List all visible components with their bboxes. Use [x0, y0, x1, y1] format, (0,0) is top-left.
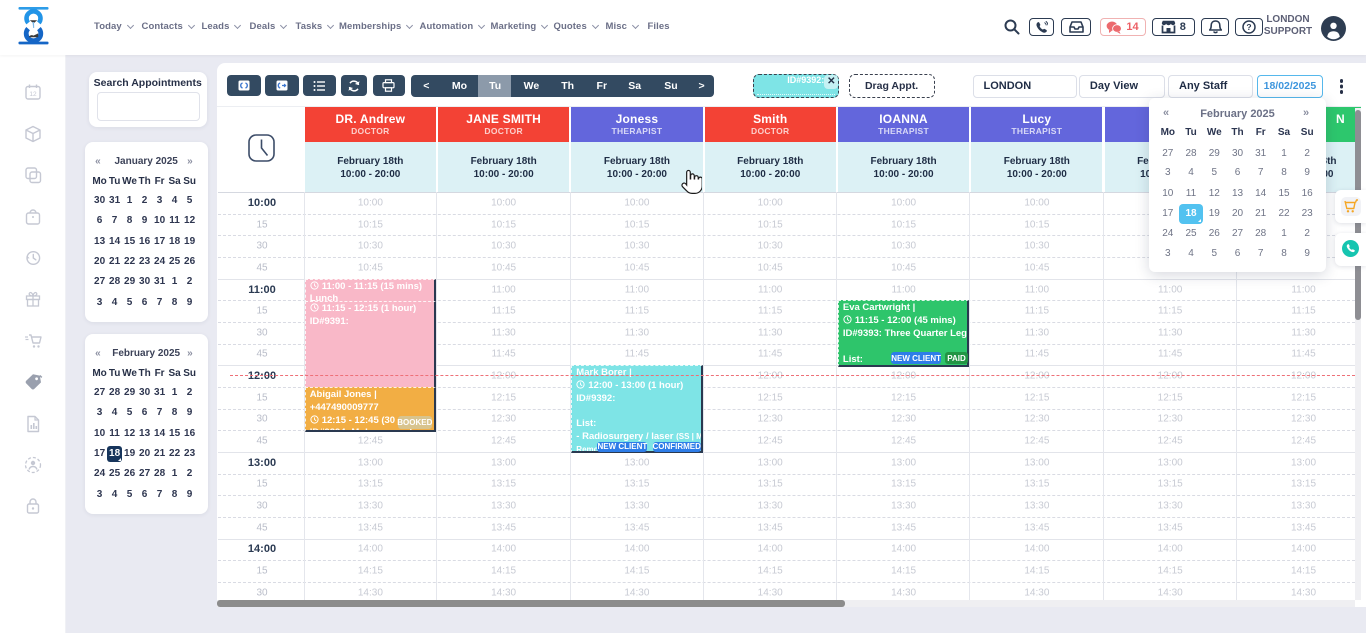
svg-text:?: ? — [1246, 22, 1251, 32]
svg-text:12: 12 — [29, 91, 37, 98]
